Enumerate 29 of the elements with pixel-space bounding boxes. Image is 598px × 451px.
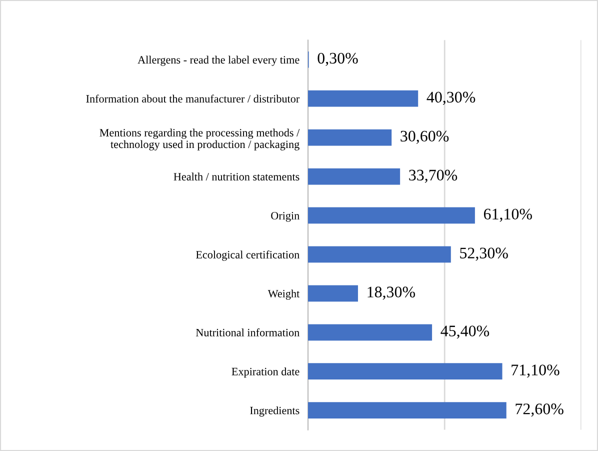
data-label: 40,30% <box>426 92 476 105</box>
data-label: 61,10% <box>484 208 532 222</box>
bar <box>308 402 506 419</box>
y-tick-label: Information about the manufacturer / distributor <box>86 94 300 103</box>
y-tick-label: Health / nutrition statements <box>174 172 300 180</box>
y-tick-label: Weight <box>268 290 300 300</box>
bar <box>308 246 451 263</box>
y-tick-label: Ingredients <box>250 406 300 417</box>
bar <box>308 363 502 380</box>
y-tick-label: Allergens - read the label every time <box>138 56 300 66</box>
y-tick-label: Origin <box>271 212 300 222</box>
data-label: 72,60% <box>516 404 564 417</box>
data-label: 0,30% <box>318 52 358 66</box>
bar <box>308 129 392 146</box>
bar <box>308 207 475 224</box>
bar <box>308 324 432 341</box>
bar <box>308 90 418 107</box>
data-label: 18,30% <box>368 286 416 300</box>
data-label: 30,60% <box>400 130 449 144</box>
y-tick-label: Ecological certification <box>196 250 300 261</box>
data-label: 71,10% <box>512 364 560 378</box>
y-tick-label: Nutritional information <box>196 328 300 336</box>
bar <box>308 168 400 185</box>
y-tick-label: Mentions regarding the processing methods / technology used in production / packaging <box>100 128 300 150</box>
data-label: 33,70% <box>409 170 458 183</box>
data-label: 45,40% <box>440 326 490 339</box>
bar <box>308 285 358 302</box>
y-tick-label: Expiration date <box>232 368 300 378</box>
data-label: 52,30% <box>460 248 508 261</box>
